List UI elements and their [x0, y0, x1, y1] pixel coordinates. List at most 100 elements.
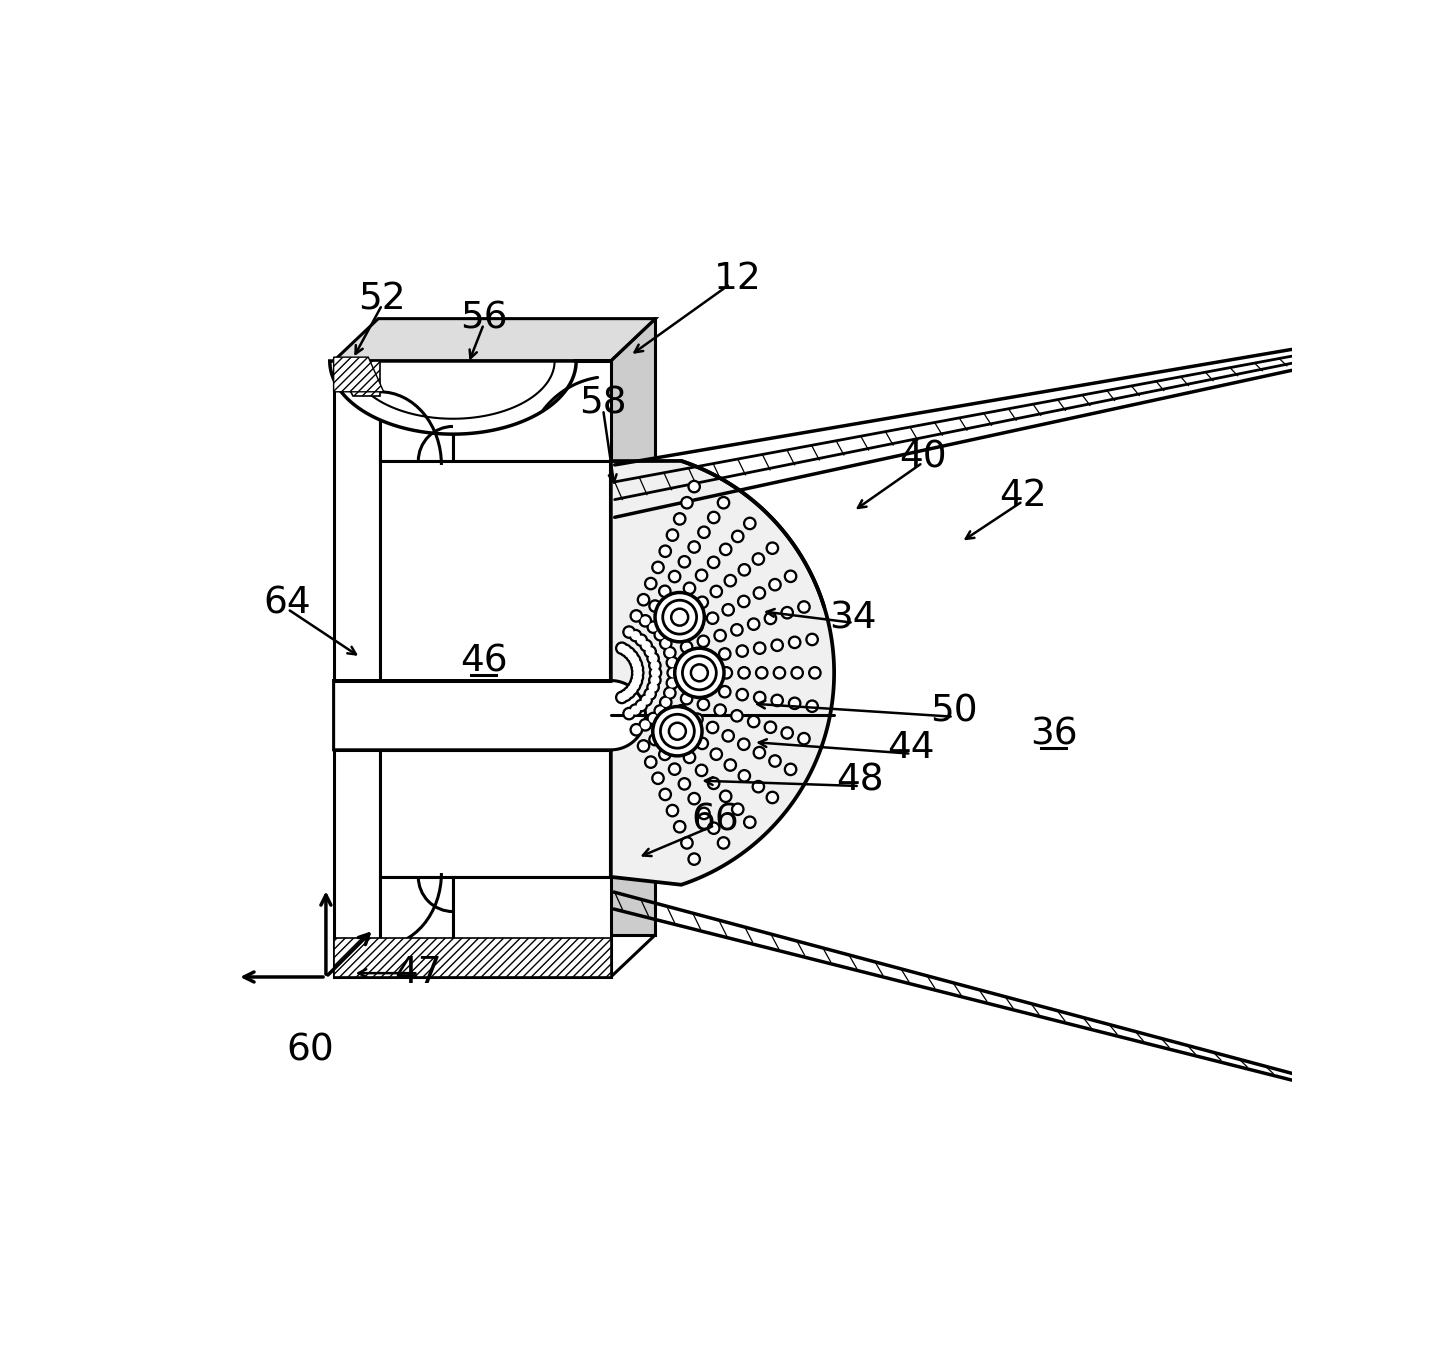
Circle shape — [635, 670, 642, 676]
Circle shape — [727, 576, 734, 584]
Circle shape — [630, 682, 639, 690]
Circle shape — [681, 497, 694, 509]
Polygon shape — [334, 361, 380, 977]
Circle shape — [630, 659, 642, 671]
Circle shape — [639, 615, 652, 627]
Circle shape — [678, 556, 691, 568]
Circle shape — [685, 667, 696, 679]
Text: 47: 47 — [394, 955, 442, 991]
Circle shape — [701, 650, 714, 663]
Polygon shape — [330, 361, 610, 434]
Circle shape — [709, 586, 722, 598]
Circle shape — [809, 702, 816, 711]
Circle shape — [812, 670, 819, 676]
Circle shape — [709, 825, 718, 831]
Circle shape — [705, 670, 712, 676]
Circle shape — [738, 770, 751, 782]
Circle shape — [787, 766, 794, 774]
Circle shape — [691, 713, 704, 726]
Circle shape — [669, 531, 676, 539]
Circle shape — [633, 612, 640, 620]
Circle shape — [676, 514, 684, 523]
Circle shape — [663, 687, 676, 700]
Circle shape — [717, 631, 724, 639]
Circle shape — [648, 622, 659, 634]
Circle shape — [724, 606, 732, 613]
Circle shape — [738, 595, 750, 608]
Circle shape — [688, 793, 701, 805]
Circle shape — [791, 700, 799, 707]
Circle shape — [645, 756, 658, 768]
Circle shape — [698, 807, 709, 819]
Circle shape — [684, 840, 691, 847]
Circle shape — [662, 611, 669, 617]
Circle shape — [755, 667, 768, 679]
Circle shape — [768, 793, 776, 801]
Circle shape — [781, 727, 793, 740]
Circle shape — [691, 543, 698, 552]
Circle shape — [681, 558, 688, 565]
Circle shape — [768, 579, 781, 591]
Circle shape — [754, 556, 763, 563]
Circle shape — [717, 707, 724, 713]
Circle shape — [655, 774, 662, 782]
Circle shape — [791, 667, 803, 679]
Circle shape — [649, 660, 661, 672]
Circle shape — [682, 606, 695, 619]
Circle shape — [675, 705, 688, 718]
Circle shape — [740, 741, 748, 748]
Circle shape — [738, 667, 750, 679]
Circle shape — [738, 690, 745, 698]
Circle shape — [727, 761, 734, 768]
Circle shape — [649, 654, 658, 663]
Circle shape — [694, 623, 701, 630]
Polygon shape — [610, 461, 835, 885]
Circle shape — [632, 671, 643, 683]
Circle shape — [649, 734, 661, 746]
Circle shape — [734, 805, 741, 814]
Text: 42: 42 — [999, 477, 1046, 513]
Circle shape — [793, 670, 802, 676]
Circle shape — [637, 701, 645, 709]
Circle shape — [661, 587, 669, 595]
Circle shape — [797, 601, 810, 613]
Circle shape — [754, 642, 766, 654]
Circle shape — [666, 530, 679, 541]
Polygon shape — [334, 318, 656, 361]
Circle shape — [646, 690, 653, 698]
Circle shape — [771, 757, 778, 764]
Circle shape — [642, 642, 650, 649]
Circle shape — [633, 678, 640, 686]
Circle shape — [776, 670, 783, 676]
Circle shape — [655, 705, 666, 718]
Circle shape — [731, 624, 743, 637]
Circle shape — [698, 767, 705, 774]
Circle shape — [653, 707, 702, 756]
Circle shape — [649, 715, 658, 722]
Polygon shape — [334, 361, 380, 395]
Circle shape — [622, 691, 629, 700]
Circle shape — [669, 679, 676, 687]
Circle shape — [745, 520, 754, 527]
Circle shape — [637, 637, 645, 643]
Circle shape — [666, 649, 673, 657]
Circle shape — [669, 659, 676, 667]
Circle shape — [625, 709, 633, 718]
Text: 40: 40 — [899, 439, 947, 475]
Circle shape — [649, 674, 661, 686]
Circle shape — [669, 670, 676, 676]
Circle shape — [684, 752, 695, 764]
Circle shape — [630, 723, 642, 735]
Circle shape — [755, 694, 764, 701]
Circle shape — [623, 626, 635, 638]
Circle shape — [718, 648, 731, 660]
Circle shape — [783, 609, 791, 616]
Circle shape — [766, 792, 778, 804]
Circle shape — [662, 639, 669, 648]
Circle shape — [800, 604, 807, 611]
Circle shape — [661, 715, 695, 748]
Circle shape — [669, 807, 676, 815]
Circle shape — [688, 480, 701, 493]
Circle shape — [744, 517, 755, 530]
Circle shape — [686, 682, 694, 690]
